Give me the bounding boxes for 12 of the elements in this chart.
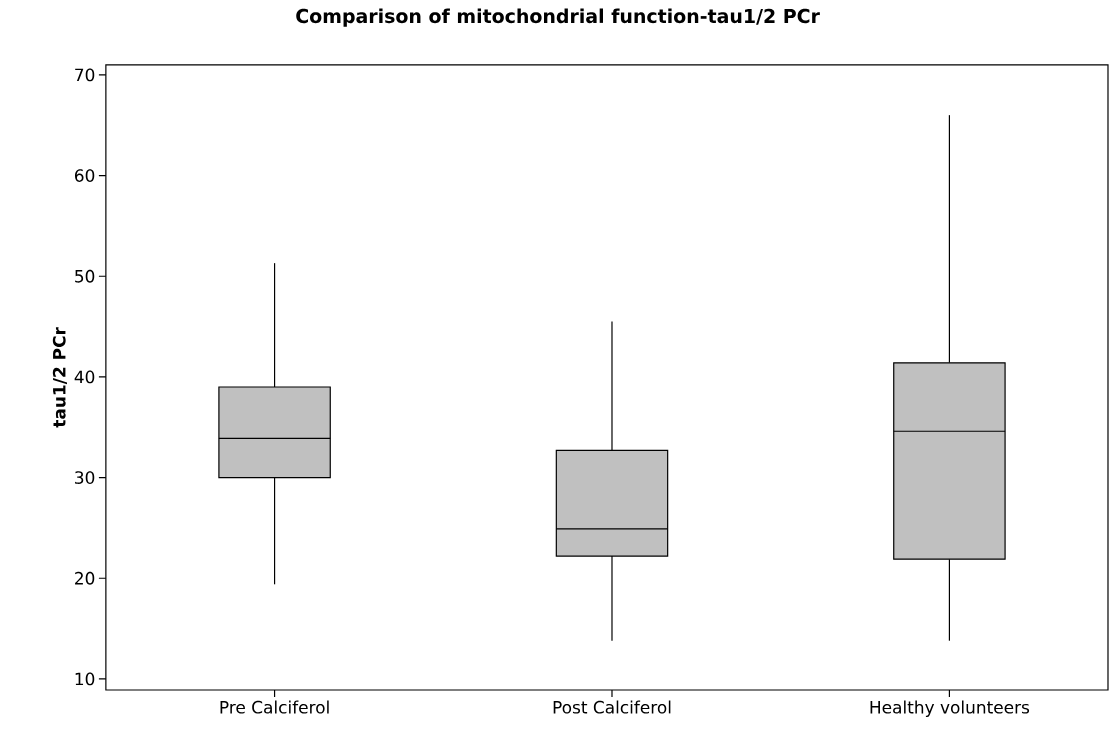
x-tick-label: Pre Calciferol: [220, 700, 329, 714]
y-tick-label: 50: [75, 269, 95, 283]
y-tick-label: 40: [74, 370, 95, 384]
y-tick-label: 10: [75, 672, 95, 686]
y-tick-label: 60: [75, 169, 95, 183]
y-tick-label: 30: [75, 471, 95, 485]
x-tick-label: Healthy volunteers: [870, 700, 1030, 717]
y-tick-label: 20: [75, 571, 95, 585]
y-tick-label: 70: [75, 68, 95, 82]
chart-title: Comparison of mitochondrial function-tau1/2 PCr: [296, 8, 820, 27]
y-axis-title: tau1/2 PCr: [52, 327, 67, 428]
x-tick-label: Post Calciferol: [553, 700, 671, 714]
